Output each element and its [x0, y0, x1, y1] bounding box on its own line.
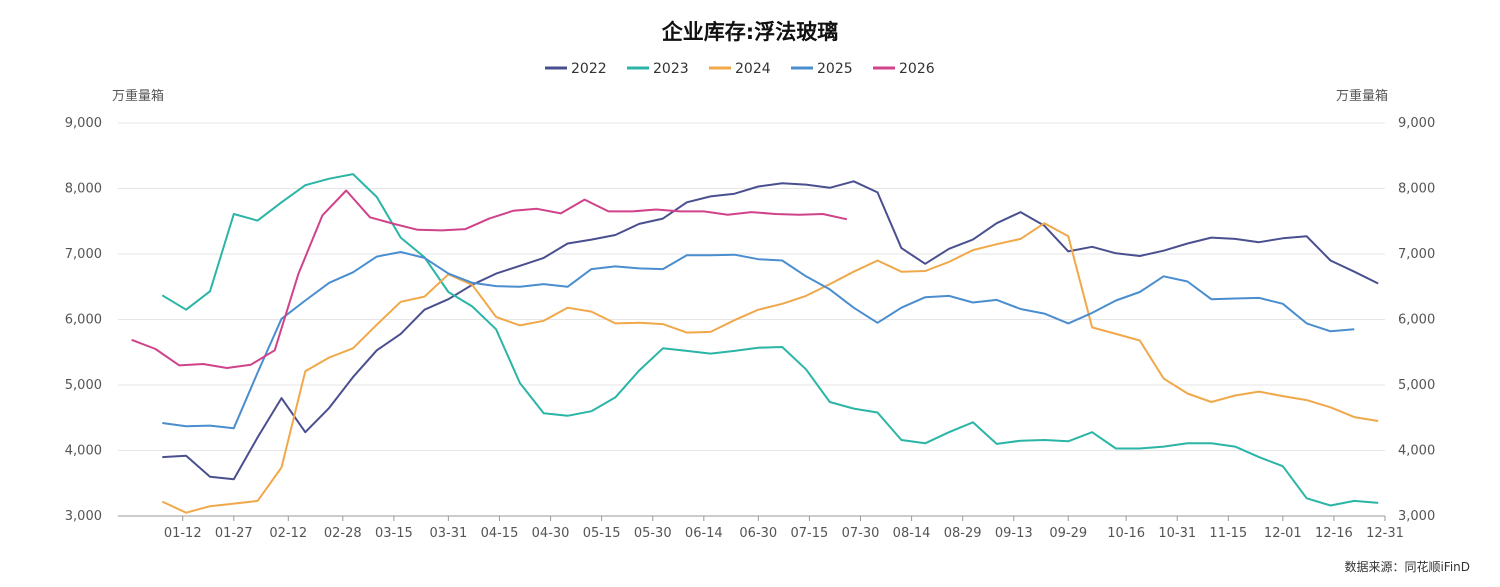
legend-item-2022[interactable]: 2022	[545, 61, 607, 77]
y-tick-label-right: 6,000	[1398, 313, 1435, 328]
x-tick-label: 11-15	[1209, 526, 1247, 541]
y-axis-unit-right: 万重量箱	[1336, 88, 1388, 104]
data-source: 数据来源：同花顺iFinD	[1344, 559, 1470, 574]
y-tick-label-left: 9,000	[65, 116, 102, 131]
x-tick-label: 09-13	[995, 526, 1033, 541]
x-tick-label: 08-14	[893, 526, 931, 541]
x-tick-label: 04-30	[532, 526, 570, 541]
legend-label: 2024	[735, 61, 771, 77]
y-tick-label-left: 7,000	[65, 247, 102, 262]
x-tick-label: 06-14	[685, 526, 723, 541]
x-tick-label: 05-15	[583, 526, 621, 541]
x-tick-label: 12-01	[1264, 526, 1302, 541]
legend-item-2026[interactable]: 2026	[873, 61, 935, 77]
series-line-2025	[162, 251, 1355, 430]
series-line-2024	[161, 222, 1379, 514]
y-tick-label-left: 5,000	[65, 378, 102, 393]
legend-label: 2023	[653, 61, 689, 77]
x-tick-label: 05-30	[634, 526, 672, 541]
y-tick-label-left: 4,000	[65, 444, 102, 459]
x-tick-label: 08-29	[944, 526, 982, 541]
series-line-2023	[161, 173, 1379, 507]
grid-lines	[118, 122, 1385, 451]
y-tick-label-left: 8,000	[65, 182, 102, 197]
x-tick-label: 02-28	[324, 526, 362, 541]
x-tick-label: 01-12	[164, 526, 202, 541]
y-tick-label-right: 5,000	[1398, 378, 1435, 393]
y-axis-unit-left: 万重量箱	[112, 88, 164, 104]
series-lines	[131, 173, 1379, 514]
legend-label: 2022	[571, 61, 607, 77]
x-tick-label: 03-15	[375, 526, 413, 541]
x-tick-label: 12-31	[1366, 526, 1404, 541]
y-tick-label-left: 6,000	[65, 313, 102, 328]
x-tick-label: 01-27	[215, 526, 253, 541]
x-tick-label: 04-15	[481, 526, 519, 541]
y-tick-label-right: 8,000	[1398, 182, 1435, 197]
legend-item-2023[interactable]: 2023	[627, 61, 689, 77]
y-axis-right: 3,000 4,000 5,000 6,000 7,000 8,000 9,000	[1398, 116, 1435, 524]
x-axis: 01-12 01-27 02-12 02-28 03-15 03-31 04-15 04-30…	[164, 516, 1404, 541]
x-tick-label: 10-16	[1107, 526, 1145, 541]
y-tick-label-left: 3,000	[65, 509, 102, 524]
series-line-2022	[162, 180, 1379, 481]
y-tick-label-right: 7,000	[1398, 247, 1435, 262]
x-tick-label: 09-29	[1049, 526, 1087, 541]
chart-title: 企业库存:浮法玻璃	[661, 20, 838, 44]
y-tick-label-right: 4,000	[1398, 444, 1435, 459]
y-tick-label-right: 3,000	[1398, 509, 1435, 524]
x-tick-label: 07-15	[791, 526, 829, 541]
x-tick-label: 07-30	[842, 526, 880, 541]
chart-legend: 2022 2023 2024 2025 2026	[545, 61, 935, 77]
legend-item-2024[interactable]: 2024	[709, 61, 771, 77]
x-tick-label: 06-30	[739, 526, 777, 541]
legend-label: 2025	[817, 61, 853, 77]
x-tick-label: 02-12	[269, 526, 307, 541]
x-tick-label: 03-31	[429, 526, 467, 541]
legend-item-2025[interactable]: 2025	[791, 61, 853, 77]
legend-label: 2026	[899, 61, 935, 77]
y-tick-label-right: 9,000	[1398, 116, 1435, 131]
x-tick-label: 10-31	[1158, 526, 1196, 541]
y-axis-left: 3,000 4,000 5,000 6,000 7,000 8,000 9,000	[65, 116, 102, 524]
x-tick-label: 12-16	[1315, 526, 1353, 541]
series-line-2026	[131, 189, 848, 369]
